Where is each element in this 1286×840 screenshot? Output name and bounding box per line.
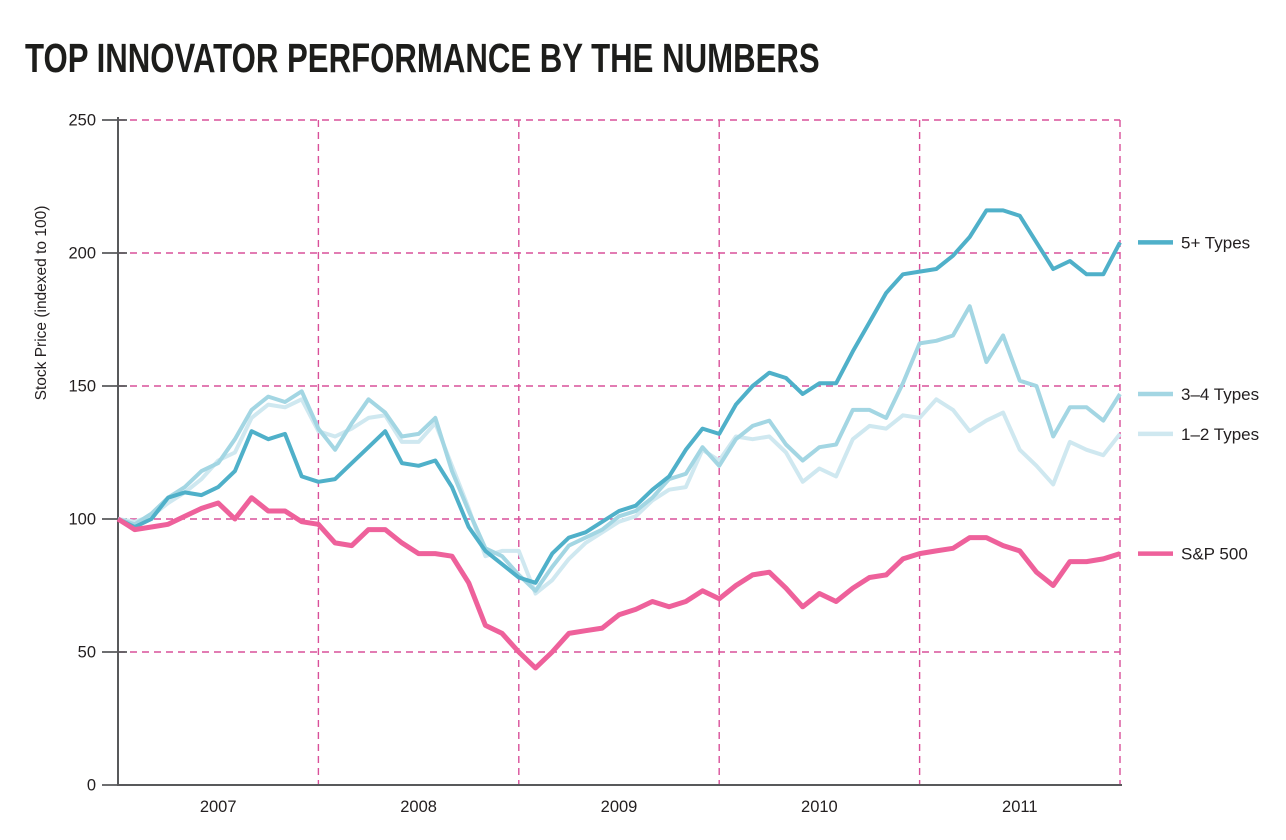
legend-label-s-p-500: S&P 500 — [1181, 545, 1248, 564]
y-tick-label-150: 150 — [68, 378, 96, 396]
series-line-1-2-types — [117, 397, 1122, 596]
y-tick-label-250: 250 — [68, 112, 96, 130]
series-line-s-p-500 — [116, 495, 1121, 671]
legend-label-1-2-types: 1–2 Types — [1181, 425, 1259, 444]
y-tick-label-200: 200 — [68, 245, 96, 263]
series-line-5-types — [117, 208, 1122, 585]
series-line-3-4-types — [117, 304, 1122, 593]
x-tick-label-2009: 2009 — [601, 798, 638, 816]
y-axis-label: Stock Price (indexed to 100) — [33, 206, 50, 401]
x-tick-label-2010: 2010 — [801, 798, 838, 816]
axes — [117, 117, 1122, 786]
legend-label-5-types: 5+ Types — [1181, 233, 1250, 252]
y-tick-label-0: 0 — [87, 777, 96, 795]
page-title: TOP INNOVATOR PERFORMANCE BY THE NUMBERS — [25, 35, 820, 82]
x-tick-label-2007: 2007 — [200, 798, 237, 816]
x-tick-label-2008: 2008 — [400, 798, 437, 816]
y-tick-label-100: 100 — [68, 511, 96, 529]
y-tick-label-50: 50 — [78, 644, 96, 662]
legend-label-3-4-types: 3–4 Types — [1181, 385, 1259, 404]
x-tick-label-2011: 2011 — [1002, 798, 1037, 816]
